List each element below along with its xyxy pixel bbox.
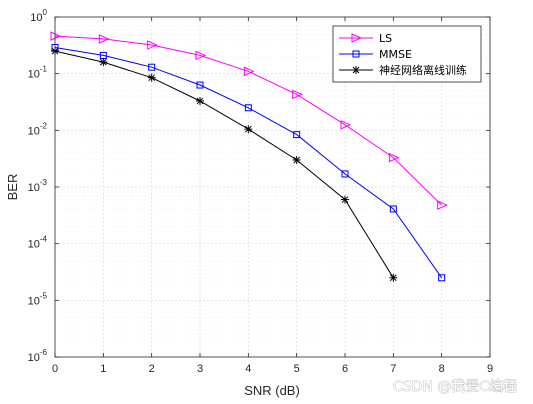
series-1 <box>50 31 448 210</box>
data-point-marker <box>196 96 204 105</box>
data-point-marker <box>50 31 62 41</box>
x-axis-label: SNR (dB) <box>244 383 300 398</box>
y-tick-label: 10-2 <box>28 121 48 137</box>
x-tick-label: 5 <box>294 363 300 375</box>
legend-entry: MMSE <box>339 48 412 61</box>
asterisk-stroke <box>99 58 107 66</box>
asterisk-stroke <box>196 97 204 105</box>
legend-marker <box>351 33 363 43</box>
y-tick-label: 10-4 <box>28 235 48 251</box>
legend-entry: 神经网络离线训练 <box>339 63 467 77</box>
series-layer <box>50 31 448 282</box>
y-tick-label: 10-6 <box>28 348 48 364</box>
y-axis-tick-labels: 100 10-1 10-2 10-3 10-4 10-5 10-6 <box>28 8 48 364</box>
legend-label: MMSE <box>379 48 412 61</box>
data-point-marker <box>99 58 108 67</box>
series-2 <box>51 43 446 282</box>
data-point-marker <box>147 40 158 50</box>
asterisk-stroke <box>148 74 156 82</box>
data-point-marker <box>243 66 255 77</box>
series-3 <box>51 47 398 282</box>
data-point-marker <box>293 131 301 139</box>
x-axis-tick-labels: 0 1 2 3 4 5 6 7 8 9 <box>52 363 493 375</box>
y-axis-label: BER <box>5 174 20 201</box>
legend-label: LS <box>379 32 392 45</box>
y-tick-label: 10-5 <box>28 291 48 307</box>
data-point-marker <box>341 195 349 204</box>
data-point-marker <box>388 152 400 163</box>
data-point-marker <box>389 205 397 213</box>
y-tick-label: 10-3 <box>28 178 48 194</box>
data-point-marker <box>438 274 446 282</box>
watermark: CSDN @我爱C编程 <box>393 379 517 395</box>
x-tick-label: 7 <box>390 363 396 375</box>
data-point-marker <box>292 155 301 164</box>
asterisk-stroke <box>341 196 349 203</box>
legend: LS MMSE 神经网络离线训练 <box>332 25 482 83</box>
data-point-marker <box>244 104 252 112</box>
data-point-marker <box>340 120 352 130</box>
series-line <box>54 50 394 279</box>
x-tick-label: 3 <box>197 363 203 375</box>
data-point-marker <box>244 125 253 134</box>
data-point-marker <box>437 200 448 210</box>
x-tick-label: 0 <box>52 363 58 375</box>
x-tick-label: 2 <box>149 363 155 375</box>
x-tick-label: 4 <box>245 363 251 375</box>
data-point-marker <box>389 273 398 282</box>
legend-marker <box>352 50 360 58</box>
data-point-marker <box>98 34 110 44</box>
data-point-marker <box>195 50 207 61</box>
x-tick-label: 6 <box>342 363 348 375</box>
data-point-marker <box>147 73 156 82</box>
x-tick-label: 9 <box>487 363 493 375</box>
asterisk-stroke <box>389 274 397 282</box>
y-tick-label: 100 <box>30 8 47 24</box>
data-point-marker <box>196 81 204 89</box>
legend-label: 神经网络离线训练 <box>379 63 467 77</box>
legend-entry: LS <box>339 32 392 45</box>
x-tick-label: 8 <box>439 363 445 375</box>
legend-marker <box>352 66 360 74</box>
asterisk-stroke <box>293 156 301 164</box>
data-point-marker <box>148 63 156 71</box>
y-tick-label: 10-1 <box>28 65 48 81</box>
x-tick-label: 1 <box>100 363 106 375</box>
series-line <box>54 35 443 206</box>
data-point-marker <box>341 170 349 178</box>
data-point-marker <box>292 89 303 100</box>
asterisk-stroke <box>244 125 252 133</box>
axis-ticks <box>54 16 491 358</box>
asterisk-stroke <box>352 66 360 74</box>
series-line <box>54 47 443 279</box>
